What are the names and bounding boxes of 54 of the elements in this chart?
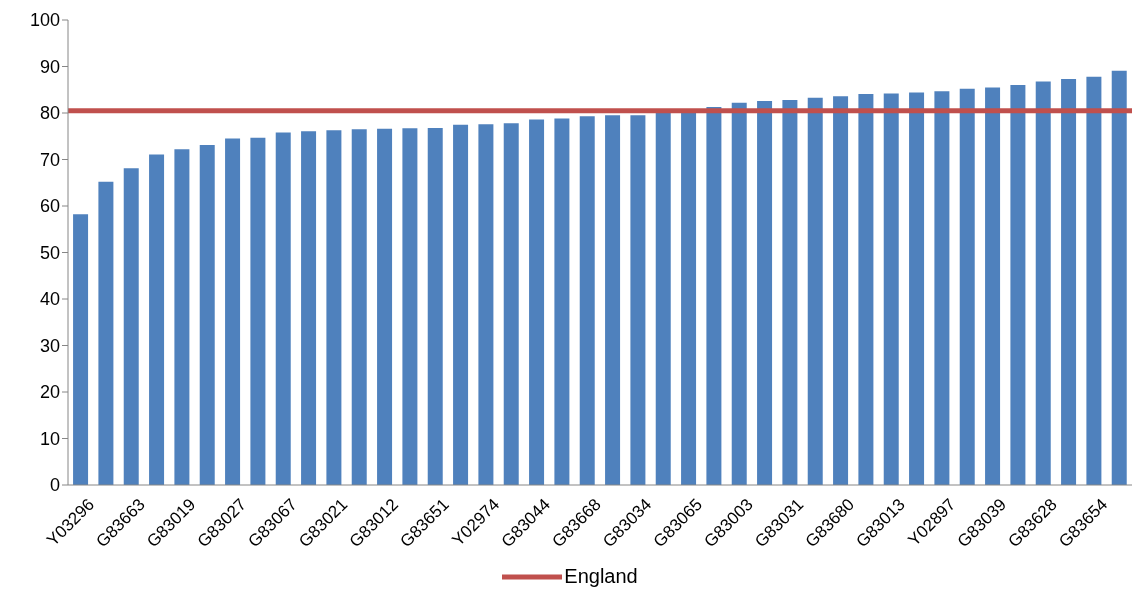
bar (174, 149, 190, 485)
bar (554, 118, 570, 485)
bar (630, 115, 646, 485)
bar (605, 115, 621, 485)
bar (301, 131, 317, 485)
bar (1035, 81, 1051, 485)
bar (833, 96, 849, 485)
bar (1086, 76, 1102, 485)
bar (782, 99, 798, 485)
bar (731, 102, 747, 485)
bar (225, 138, 241, 485)
bar (275, 132, 291, 485)
bar (503, 123, 519, 485)
bar (1061, 79, 1077, 485)
bar (149, 154, 165, 485)
y-tick-label: 30 (39, 335, 60, 356)
bar (199, 145, 215, 485)
bar (909, 92, 925, 485)
y-tick-label: 50 (39, 242, 60, 263)
bar (1010, 85, 1026, 485)
y-tick-label: 90 (39, 56, 60, 77)
y-tick-label: 60 (39, 196, 60, 217)
legend-label: England (564, 565, 638, 588)
bar (883, 93, 899, 485)
y-tick-label: 10 (39, 428, 60, 449)
bar (579, 116, 595, 485)
bar (98, 181, 114, 485)
bar (934, 91, 950, 485)
bar (959, 88, 975, 485)
bar (377, 128, 393, 485)
y-tick-label: 70 (39, 149, 60, 170)
bar (858, 93, 874, 485)
bar (807, 97, 823, 485)
bar (73, 214, 89, 485)
bar (681, 111, 697, 485)
bar (757, 100, 773, 485)
bar (402, 128, 418, 485)
bar (478, 124, 494, 485)
bar (250, 137, 266, 485)
bar (427, 127, 443, 485)
bar (1111, 70, 1127, 485)
y-tick-label: 80 (39, 103, 60, 124)
y-tick-label: 20 (39, 382, 60, 403)
bar (529, 119, 545, 485)
bar (123, 168, 139, 485)
bar (326, 130, 342, 485)
bar (655, 113, 671, 485)
bar (706, 106, 722, 485)
y-tick-label: 100 (29, 10, 60, 31)
y-tick-label: 0 (49, 475, 60, 496)
bar (453, 124, 469, 485)
bar (985, 87, 1001, 485)
y-tick-label: 40 (39, 289, 60, 310)
bar (351, 129, 367, 485)
